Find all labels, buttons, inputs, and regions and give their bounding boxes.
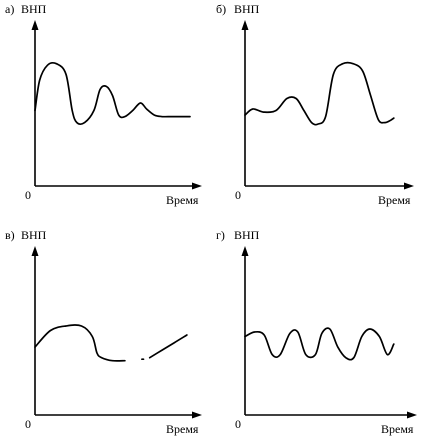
panel-4: г) ВНП 0 Время bbox=[216, 228, 417, 436]
panel-1: а) ВНП 0 Время bbox=[5, 2, 202, 207]
y-axis-arrow-icon bbox=[241, 246, 249, 256]
y-axis-arrow-icon bbox=[241, 20, 249, 30]
x-axis-arrow-icon bbox=[407, 411, 417, 419]
origin-label: 0 bbox=[25, 417, 31, 431]
series-line-1 bbox=[244, 61, 395, 126]
y-axis-arrow-icon bbox=[31, 246, 39, 256]
x-axis-label: Время bbox=[378, 193, 411, 207]
x-axis-arrow-icon bbox=[192, 411, 202, 419]
y-axis-label: ВНП bbox=[21, 228, 47, 242]
series-line-1 bbox=[34, 324, 126, 362]
x-axis-arrow-icon bbox=[192, 182, 202, 190]
x-axis-label: Время bbox=[166, 193, 199, 207]
series-line-1 bbox=[34, 62, 191, 125]
panel-label: в) bbox=[5, 228, 15, 242]
series-line-3 bbox=[148, 334, 188, 359]
y-axis-label: ВНП bbox=[21, 2, 47, 16]
y-axis-label: ВНП bbox=[234, 228, 260, 242]
y-axis-label: ВНП bbox=[234, 2, 260, 16]
x-axis-label: Время bbox=[381, 422, 414, 436]
origin-label: 0 bbox=[25, 188, 31, 202]
panel-label: б) bbox=[216, 2, 226, 16]
panel-2: б) ВНП 0 Время bbox=[216, 2, 414, 207]
x-axis-arrow-icon bbox=[404, 182, 414, 190]
origin-label: 0 bbox=[235, 188, 241, 202]
series-line-1 bbox=[244, 327, 395, 361]
panel-3: в) ВНП 0 Время bbox=[5, 228, 202, 436]
y-axis-arrow-icon bbox=[31, 20, 39, 30]
origin-label: 0 bbox=[235, 417, 241, 431]
panel-label: а) bbox=[5, 2, 14, 16]
x-axis-label: Время bbox=[166, 422, 199, 436]
panel-label: г) bbox=[216, 228, 225, 242]
